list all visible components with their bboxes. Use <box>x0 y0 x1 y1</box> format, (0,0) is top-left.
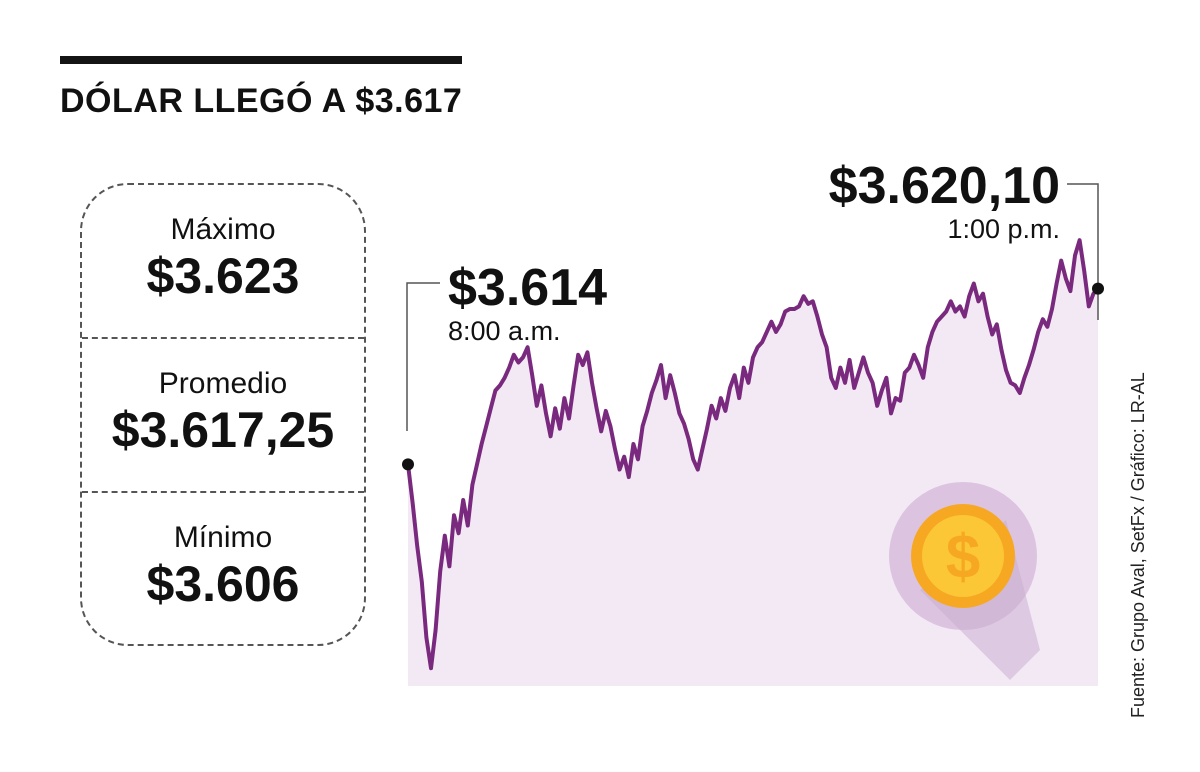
chart-title: DÓLAR LLEGÓ A $3.617 <box>60 82 463 120</box>
source-note: Fuente: Grupo Aval, SetFx / Gráfico: LR-… <box>1128 372 1148 718</box>
close-leader-line <box>1067 183 1099 320</box>
stats-divider <box>82 491 364 493</box>
svg-text:$: $ <box>946 523 980 592</box>
close-time: 1:00 p.m. <box>947 214 1060 244</box>
max-value: $3.623 <box>146 248 300 304</box>
price-line <box>406 238 1100 671</box>
min-value: $3.606 <box>146 556 300 612</box>
open-value: $3.614 <box>448 259 608 317</box>
open-leader-line <box>406 282 440 431</box>
close-value: $3.620,10 <box>828 157 1060 215</box>
close-marker <box>1092 282 1104 295</box>
dollar-coin-icon: $ <box>889 482 1040 680</box>
stats-divider <box>82 337 364 339</box>
avg-value: $3.617,25 <box>111 402 335 458</box>
title-rule <box>60 56 462 64</box>
avg-label: Promedio <box>158 367 288 400</box>
open-time: 8:00 a.m. <box>448 316 561 346</box>
stats-panel: Máximo $3.623 Promedio $3.617,25 Mínimo … <box>80 183 366 646</box>
open-marker <box>402 458 414 471</box>
max-label: Máximo <box>170 213 276 246</box>
min-label: Mínimo <box>173 521 273 554</box>
